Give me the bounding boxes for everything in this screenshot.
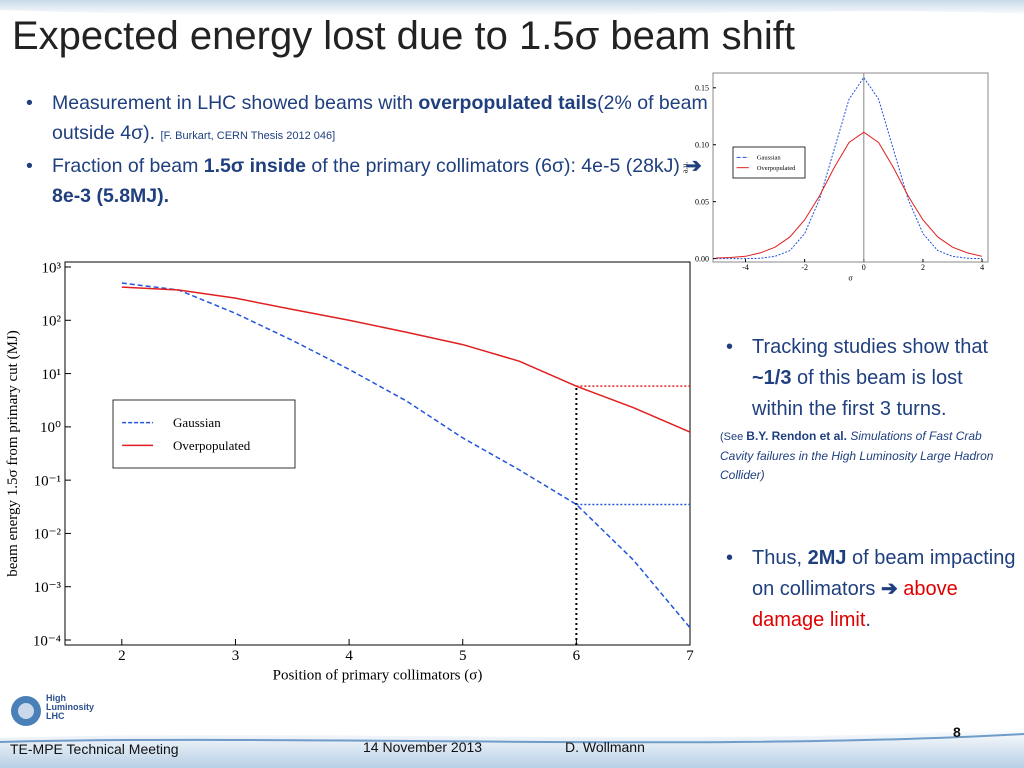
header-wave [0,0,1024,17]
bullet: Tracking studies show that ~1/3 of this … [720,332,1018,485]
text-run: 1.5σ inside [203,155,306,177]
bullet: Thus, 2MJ of beam impacting on collimato… [722,543,1018,636]
y-tick-label: 10⁻¹ [34,473,61,489]
footer-line [0,733,1024,744]
text-run: of the primary collimators (6σ): 4e-5 (2… [305,155,686,177]
x-tick-label: -4 [742,263,749,272]
logo-text: High Luminosity LHC [46,694,94,721]
page-number: 8 [953,724,961,740]
y-tick-label: 10⁻⁴ [33,633,61,649]
legend-box [112,399,296,469]
logo-word: High [46,693,66,703]
x-tick-label: 0 [862,263,866,272]
footer-date: 14 November 2013 [363,739,483,755]
y-tick-label: 10¹ [42,367,62,383]
logo-word: Luminosity [46,702,95,712]
text-run: ➔ [880,578,904,600]
footer-author: D. Wollmann [565,739,645,755]
text-run: 2MJ [807,547,847,569]
text-run: ➔ [685,155,702,177]
text-run: Simulations of Fast Crab Cavity failures… [720,429,994,482]
legend-box [732,146,806,179]
text-run: overpopulated tails [418,92,598,114]
text-run: Tracking studies show that [752,336,989,358]
text-run: B.Y. Rendon et al. [746,429,847,443]
logo-word: LHC [46,711,65,721]
y-tick-label: 10⁻³ [34,580,62,596]
y-tick-label: 10⁻² [34,527,62,543]
x-tick-label: 4 [345,648,353,664]
text-run: of this beam is lost within the first 3 … [752,367,963,420]
x-tick-label: 3 [232,648,240,664]
series-line [715,76,983,260]
series-line [715,131,983,259]
legend-label: Gaussian [173,415,221,430]
x-tick-label: 2 [921,263,925,272]
x-tick-label: -2 [801,263,808,272]
text-run: (See [720,431,747,443]
bullet: Fraction of beam 1.5σ inside of the prim… [22,151,712,211]
text-run: (2% of beam outside 4σ). [52,92,708,144]
y-tick-label: 10⁰ [40,420,61,436]
series-line [121,286,690,433]
footer-wave [0,728,1024,768]
y-axis-label: beam energy 1.5σ from primary cut (MJ) [5,330,21,577]
y-tick-label: 0.00 [695,254,709,263]
side-bullets: Tracking studies show that ~1/3 of this … [720,332,1018,636]
text-run: above damage limit [752,578,958,631]
logo-icon [18,703,34,719]
x-axis-label: σ [848,273,853,282]
text-run: Thus, [752,547,808,569]
x-tick-label: 4 [980,263,984,272]
text-run: [F. Burkart, CERN Thesis 2012 046] [160,130,336,142]
x-tick-label: 2 [118,648,126,664]
bullet: Measurement in LHC showed beams with ove… [22,88,712,151]
x-axis-label: Position of primary collimators (σ) [273,668,483,684]
text-run: 8e-3 (5.8MJ). [52,185,170,207]
text-run: Fraction of beam [52,155,204,177]
text-run: Measurement in LHC showed beams with [52,92,419,114]
x-tick-label: 6 [573,648,581,664]
top-bullets: Measurement in LHC showed beams with ove… [22,88,712,211]
x-tick-label: 7 [686,648,694,664]
text-run: ~1/3 [752,367,792,389]
slide-title: Expected energy lost due to 1.5σ beam sh… [12,14,795,58]
footer-meeting: TE-MPE Technical Meeting [10,741,179,757]
legend-label: Overpopulated [173,438,251,453]
y-tick-label: 10³ [42,260,62,276]
text-run: of beam impacting on collimators [752,547,1016,600]
text-run: . [865,609,871,631]
x-tick-label: 5 [459,648,467,664]
series-line [121,282,690,629]
legend-label: Gaussian [757,155,782,162]
y-tick-label: 10² [42,314,62,330]
reference-note: (See B.Y. Rendon et al. Simulations of F… [720,427,1018,485]
legend-label: Overpopulated [757,165,796,172]
